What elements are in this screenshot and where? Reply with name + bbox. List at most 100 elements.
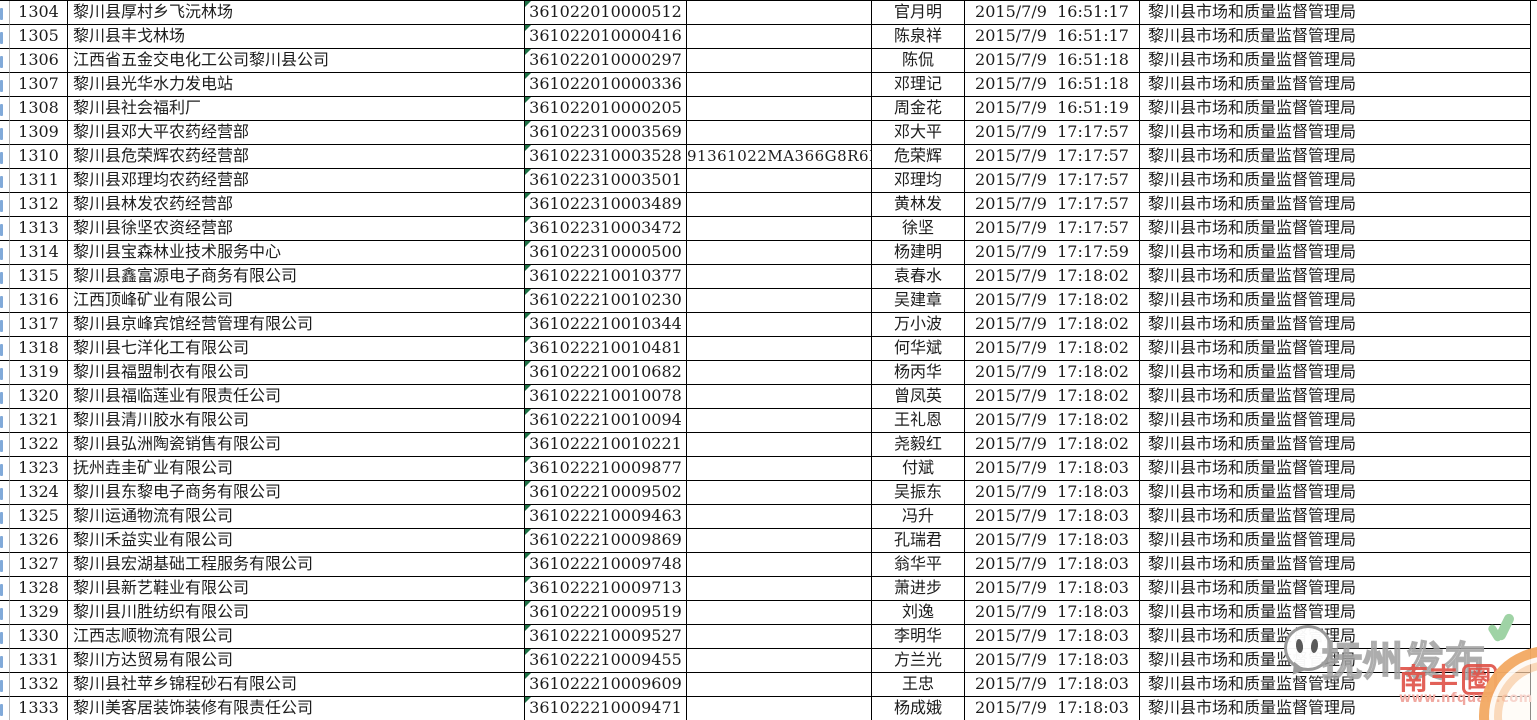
person-name-cell[interactable]: 翁华平 (872, 553, 965, 577)
credit-code-cell[interactable] (687, 337, 872, 361)
registration-number-cell[interactable]: 361022310003528 (525, 145, 687, 169)
registration-number-cell[interactable]: 361022210009713 (525, 577, 687, 601)
registration-number-cell[interactable]: 361022210009463 (525, 505, 687, 529)
timestamp-cell[interactable]: 2015/7/9 17:18:03 (965, 625, 1140, 649)
timestamp-cell[interactable]: 2015/7/9 17:17:57 (965, 193, 1140, 217)
clipped-left-column-cell[interactable] (0, 313, 10, 337)
company-name-cell[interactable]: 黎川运通物流有限公司 (68, 505, 525, 529)
row-number-cell[interactable]: 1328 (10, 577, 68, 601)
clipped-left-column-cell[interactable] (0, 649, 10, 673)
company-name-cell[interactable]: 黎川县社会福利厂 (68, 97, 525, 121)
row-number-cell[interactable]: 1326 (10, 529, 68, 553)
credit-code-cell[interactable] (687, 625, 872, 649)
clipped-left-column-cell[interactable] (0, 241, 10, 265)
credit-code-cell[interactable] (687, 265, 872, 289)
authority-cell[interactable]: 黎川县市场和质量监督管理局 (1140, 145, 1531, 169)
authority-cell[interactable]: 黎川县市场和质量监督管理局 (1140, 361, 1531, 385)
clipped-left-column-cell[interactable] (0, 25, 10, 49)
company-name-cell[interactable]: 黎川县鑫富源电子商务有限公司 (68, 265, 525, 289)
authority-cell[interactable]: 黎川县市场和质量监督管理局 (1140, 121, 1531, 145)
credit-code-cell[interactable] (687, 433, 872, 457)
registration-number-cell[interactable]: 361022210010377 (525, 265, 687, 289)
row-number-cell[interactable]: 1311 (10, 169, 68, 193)
row-number-cell[interactable]: 1321 (10, 409, 68, 433)
authority-cell[interactable]: 黎川县市场和质量监督管理局 (1140, 97, 1531, 121)
credit-code-cell[interactable] (687, 529, 872, 553)
timestamp-cell[interactable]: 2015/7/9 16:51:18 (965, 73, 1140, 97)
registration-number-cell[interactable]: 361022210010682 (525, 361, 687, 385)
credit-code-cell[interactable] (687, 577, 872, 601)
row-number-cell[interactable]: 1330 (10, 625, 68, 649)
person-name-cell[interactable]: 陈侃 (872, 49, 965, 73)
timestamp-cell[interactable]: 2015/7/9 17:18:03 (965, 697, 1140, 720)
credit-code-cell[interactable] (687, 193, 872, 217)
registration-number-cell[interactable]: 361022210009748 (525, 553, 687, 577)
clipped-left-column-cell[interactable] (0, 265, 10, 289)
person-name-cell[interactable]: 徐坚 (872, 217, 965, 241)
credit-code-cell[interactable] (687, 649, 872, 673)
registration-number-cell[interactable]: 361022210010230 (525, 289, 687, 313)
credit-code-cell[interactable] (687, 457, 872, 481)
row-number-cell[interactable]: 1308 (10, 97, 68, 121)
person-name-cell[interactable]: 王礼恩 (872, 409, 965, 433)
company-name-cell[interactable]: 黎川县社苹乡锦程砂石有限公司 (68, 673, 525, 697)
timestamp-cell[interactable]: 2015/7/9 17:18:02 (965, 361, 1140, 385)
clipped-left-column-cell[interactable] (0, 505, 10, 529)
timestamp-cell[interactable]: 2015/7/9 16:51:17 (965, 25, 1140, 49)
row-number-cell[interactable]: 1332 (10, 673, 68, 697)
registration-number-cell[interactable]: 361022210009877 (525, 457, 687, 481)
clipped-left-column-cell[interactable] (0, 433, 10, 457)
credit-code-cell[interactable] (687, 673, 872, 697)
authority-cell[interactable]: 黎川县市场和质量监督管理局 (1140, 313, 1531, 337)
registration-number-cell[interactable]: 361022010000336 (525, 73, 687, 97)
clipped-left-column-cell[interactable] (0, 145, 10, 169)
registration-number-cell[interactable]: 361022210009502 (525, 481, 687, 505)
timestamp-cell[interactable]: 2015/7/9 17:18:02 (965, 409, 1140, 433)
timestamp-cell[interactable]: 2015/7/9 17:18:03 (965, 553, 1140, 577)
registration-number-cell[interactable]: 361022010000512 (525, 1, 687, 25)
company-name-cell[interactable]: 黎川县光华水力发电站 (68, 73, 525, 97)
timestamp-cell[interactable]: 2015/7/9 17:18:03 (965, 577, 1140, 601)
company-name-cell[interactable]: 黎川美客居装饰装修有限责任公司 (68, 697, 525, 720)
timestamp-cell[interactable]: 2015/7/9 16:51:18 (965, 49, 1140, 73)
authority-cell[interactable]: 黎川县市场和质量监督管理局 (1140, 697, 1531, 720)
clipped-left-column-cell[interactable] (0, 529, 10, 553)
company-name-cell[interactable]: 黎川县弘洲陶瓷销售有限公司 (68, 433, 525, 457)
clipped-left-column-cell[interactable] (0, 625, 10, 649)
authority-cell[interactable]: 黎川县市场和质量监督管理局 (1140, 601, 1531, 625)
credit-code-cell[interactable] (687, 169, 872, 193)
authority-cell[interactable]: 黎川县市场和质量监督管理局 (1140, 625, 1531, 649)
company-name-cell[interactable]: 黎川县清川胶水有限公司 (68, 409, 525, 433)
row-number-cell[interactable]: 1319 (10, 361, 68, 385)
timestamp-cell[interactable]: 2015/7/9 17:18:03 (965, 601, 1140, 625)
row-number-cell[interactable]: 1318 (10, 337, 68, 361)
authority-cell[interactable]: 黎川县市场和质量监督管理局 (1140, 289, 1531, 313)
company-name-cell[interactable]: 江西志顺物流有限公司 (68, 625, 525, 649)
authority-cell[interactable]: 黎川县市场和质量监督管理局 (1140, 169, 1531, 193)
clipped-left-column-cell[interactable] (0, 169, 10, 193)
company-name-cell[interactable]: 黎川县邓理均农药经营部 (68, 169, 525, 193)
registration-number-cell[interactable]: 361022210009609 (525, 673, 687, 697)
authority-cell[interactable]: 黎川县市场和质量监督管理局 (1140, 337, 1531, 361)
authority-cell[interactable]: 黎川县市场和质量监督管理局 (1140, 553, 1531, 577)
clipped-left-column-cell[interactable] (0, 481, 10, 505)
clipped-left-column-cell[interactable] (0, 673, 10, 697)
company-name-cell[interactable]: 黎川县丰戈林场 (68, 25, 525, 49)
row-number-cell[interactable]: 1313 (10, 217, 68, 241)
person-name-cell[interactable]: 邓大平 (872, 121, 965, 145)
clipped-left-column-cell[interactable] (0, 49, 10, 73)
authority-cell[interactable]: 黎川县市场和质量监督管理局 (1140, 241, 1531, 265)
company-name-cell[interactable]: 黎川县福盟制衣有限公司 (68, 361, 525, 385)
person-name-cell[interactable]: 周金花 (872, 97, 965, 121)
authority-cell[interactable]: 黎川县市场和质量监督管理局 (1140, 409, 1531, 433)
row-number-cell[interactable]: 1323 (10, 457, 68, 481)
person-name-cell[interactable]: 吴建章 (872, 289, 965, 313)
registration-number-cell[interactable]: 361022210009869 (525, 529, 687, 553)
company-name-cell[interactable]: 黎川县七洋化工有限公司 (68, 337, 525, 361)
person-name-cell[interactable]: 尧毅红 (872, 433, 965, 457)
clipped-left-column-cell[interactable] (0, 289, 10, 313)
row-number-cell[interactable]: 1314 (10, 241, 68, 265)
timestamp-cell[interactable]: 2015/7/9 17:18:03 (965, 673, 1140, 697)
credit-code-cell[interactable] (687, 49, 872, 73)
registration-number-cell[interactable]: 361022210010344 (525, 313, 687, 337)
